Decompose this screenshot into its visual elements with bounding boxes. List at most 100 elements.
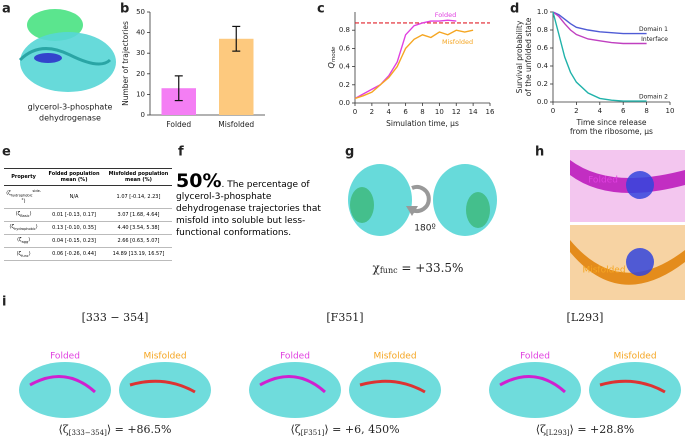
y-tick-label: 0.4 xyxy=(537,62,549,70)
protein-structure xyxy=(18,9,116,92)
y-tick-label: 50 xyxy=(136,8,145,16)
table-row: ⟨ζfunc⟩ 0.06 [-0.26, 0.44] 14.89 [13.19, 1… xyxy=(4,247,172,262)
x-tick-label: 12 xyxy=(452,108,461,116)
x-axis-label: from the ribosome, μs xyxy=(570,127,653,136)
header-cell: Misfolded population mean (%) xyxy=(104,168,172,186)
protein-structure xyxy=(348,164,497,236)
series-line xyxy=(552,11,647,45)
y-tick-label: 0.2 xyxy=(339,81,350,89)
formula-open: ⟨ζ xyxy=(59,423,69,436)
y-tick-label: 0.4 xyxy=(339,63,351,71)
symbol: ⟨ζ xyxy=(6,190,11,197)
caption: dehydrogenase xyxy=(39,114,101,123)
y-tick-label: 0.6 xyxy=(339,44,351,52)
subscript: func xyxy=(21,253,29,258)
y-tick-label: 0.6 xyxy=(537,44,549,52)
structure-closeup xyxy=(570,240,685,285)
series-line xyxy=(354,19,457,100)
panel-letter: e xyxy=(2,145,11,160)
protein-structure xyxy=(249,362,341,418)
symbol-close: ⟩ xyxy=(23,198,26,205)
protein-structure xyxy=(119,362,211,418)
state-label: Folded xyxy=(50,352,80,362)
y-tick-label: 0.8 xyxy=(537,26,548,34)
protein-structure xyxy=(129,379,196,394)
protein-structure xyxy=(489,362,581,418)
state-label: Folded xyxy=(520,352,550,362)
y-tick-label: 0.8 xyxy=(339,26,350,34)
y-axis-label: Number of trajectories xyxy=(121,21,130,106)
symbol: ⟨ζ xyxy=(16,237,22,244)
value-cell: 14.89 [13.19, 16.57] xyxy=(104,247,172,262)
value-cell: 3.07 [1.68, 4.64] xyxy=(104,208,172,222)
x-tick-label: 10 xyxy=(666,107,675,115)
x-tick-label: 2 xyxy=(574,107,578,115)
y-axis-label: Survival probability xyxy=(515,20,524,93)
protein-structure xyxy=(499,375,567,394)
subscript: agg xyxy=(21,240,29,245)
rotation-label: 180º xyxy=(414,224,435,234)
state-label: Folded xyxy=(588,176,618,186)
panel-letter: c xyxy=(317,2,325,17)
formula-close: ⟩ = +86.5% xyxy=(107,423,172,436)
panel-letter: d xyxy=(510,2,519,17)
value-cell: 4.40 [3.54, 5.38] xyxy=(104,221,172,235)
formula: ⟨ζ[F351]⟩ = +6, 450% xyxy=(290,423,399,437)
subscript: hydrophobic xyxy=(10,193,33,198)
highlight-number: 50% xyxy=(176,170,222,192)
protein-structure xyxy=(29,375,97,394)
property-cell: ⟨ζagg⟩ xyxy=(4,234,44,249)
x-tick-label: Folded xyxy=(166,120,191,129)
x-tick-label: 8 xyxy=(644,107,648,115)
table: Property Folded population mean (%) Misf… xyxy=(4,168,172,262)
formula-sub: [F351] xyxy=(301,429,325,437)
formula: χfunc = +33.5% xyxy=(373,261,464,276)
x-tick-label: 14 xyxy=(469,108,478,116)
y-tick-label: 20 xyxy=(136,70,145,78)
formula-sub: [333−354] xyxy=(69,429,107,437)
caption: glycerol-3-phosphate xyxy=(28,103,113,112)
symbol-close: ⟩ xyxy=(28,237,31,244)
formula: ⟨ζ[L293]⟩ = +28.8% xyxy=(536,423,634,437)
state-label: Misfolded xyxy=(143,352,186,362)
y-tick-label: 40 xyxy=(136,29,145,37)
value-cell: 0.06 [-0.26, 0.44] xyxy=(43,247,105,262)
y-axis-label-main: Q xyxy=(327,62,336,68)
value-cell: 1.07 [-0.14, 2.23] xyxy=(104,185,172,209)
value-cell: 0.04 [-0.15, 0.23] xyxy=(43,234,105,249)
x-tick-label: Misfolded xyxy=(218,120,254,129)
x-tick-label: 10 xyxy=(435,108,444,116)
table-row: ⟨ζhydrophobic⟩ 0.13 [-0.10, 0.35] 4.40 [3.… xyxy=(4,221,172,235)
formula-close: ⟩ = +6, 450% xyxy=(324,423,399,436)
y-tick-label: 30 xyxy=(136,49,145,57)
legend-label: Domain 2 xyxy=(639,94,668,101)
symbol: ⟨ζ xyxy=(9,224,15,231)
ligand xyxy=(626,248,654,276)
x-tick-label: 0 xyxy=(551,107,555,115)
subscript: hydrophobic xyxy=(14,227,36,232)
x-axis-label: Time since release xyxy=(576,118,647,127)
y-tick-label: 0 xyxy=(141,111,145,119)
ligand xyxy=(626,171,654,199)
protein-structure xyxy=(259,375,327,394)
series-line xyxy=(552,11,647,102)
highlight-text: 50%. The percentage of glycerol-3-phosph… xyxy=(176,172,336,239)
panel-letter: g xyxy=(345,145,354,160)
legend-label: Folded xyxy=(435,11,457,19)
protein-structure xyxy=(359,379,426,394)
subscript: Basic xyxy=(20,214,30,219)
formula-rest: = +33.5% xyxy=(398,261,464,275)
symbol-close: ⟩ xyxy=(35,224,38,231)
property-cell: ⟨ζhydrophobic⟩ xyxy=(4,221,44,235)
state-label: Misfolded xyxy=(373,352,416,362)
structure-closeup xyxy=(570,160,685,193)
value-cell: 0.01 [-0.13, 0.17] xyxy=(43,208,105,222)
state-label: Folded xyxy=(280,352,310,362)
state-label: Misfolded xyxy=(613,352,656,362)
panel-letter: i xyxy=(2,295,6,310)
header-cell: Folded population mean (%) xyxy=(43,168,105,186)
group-title: [L293] xyxy=(567,311,604,324)
legend-label: Misfolded xyxy=(442,38,473,46)
